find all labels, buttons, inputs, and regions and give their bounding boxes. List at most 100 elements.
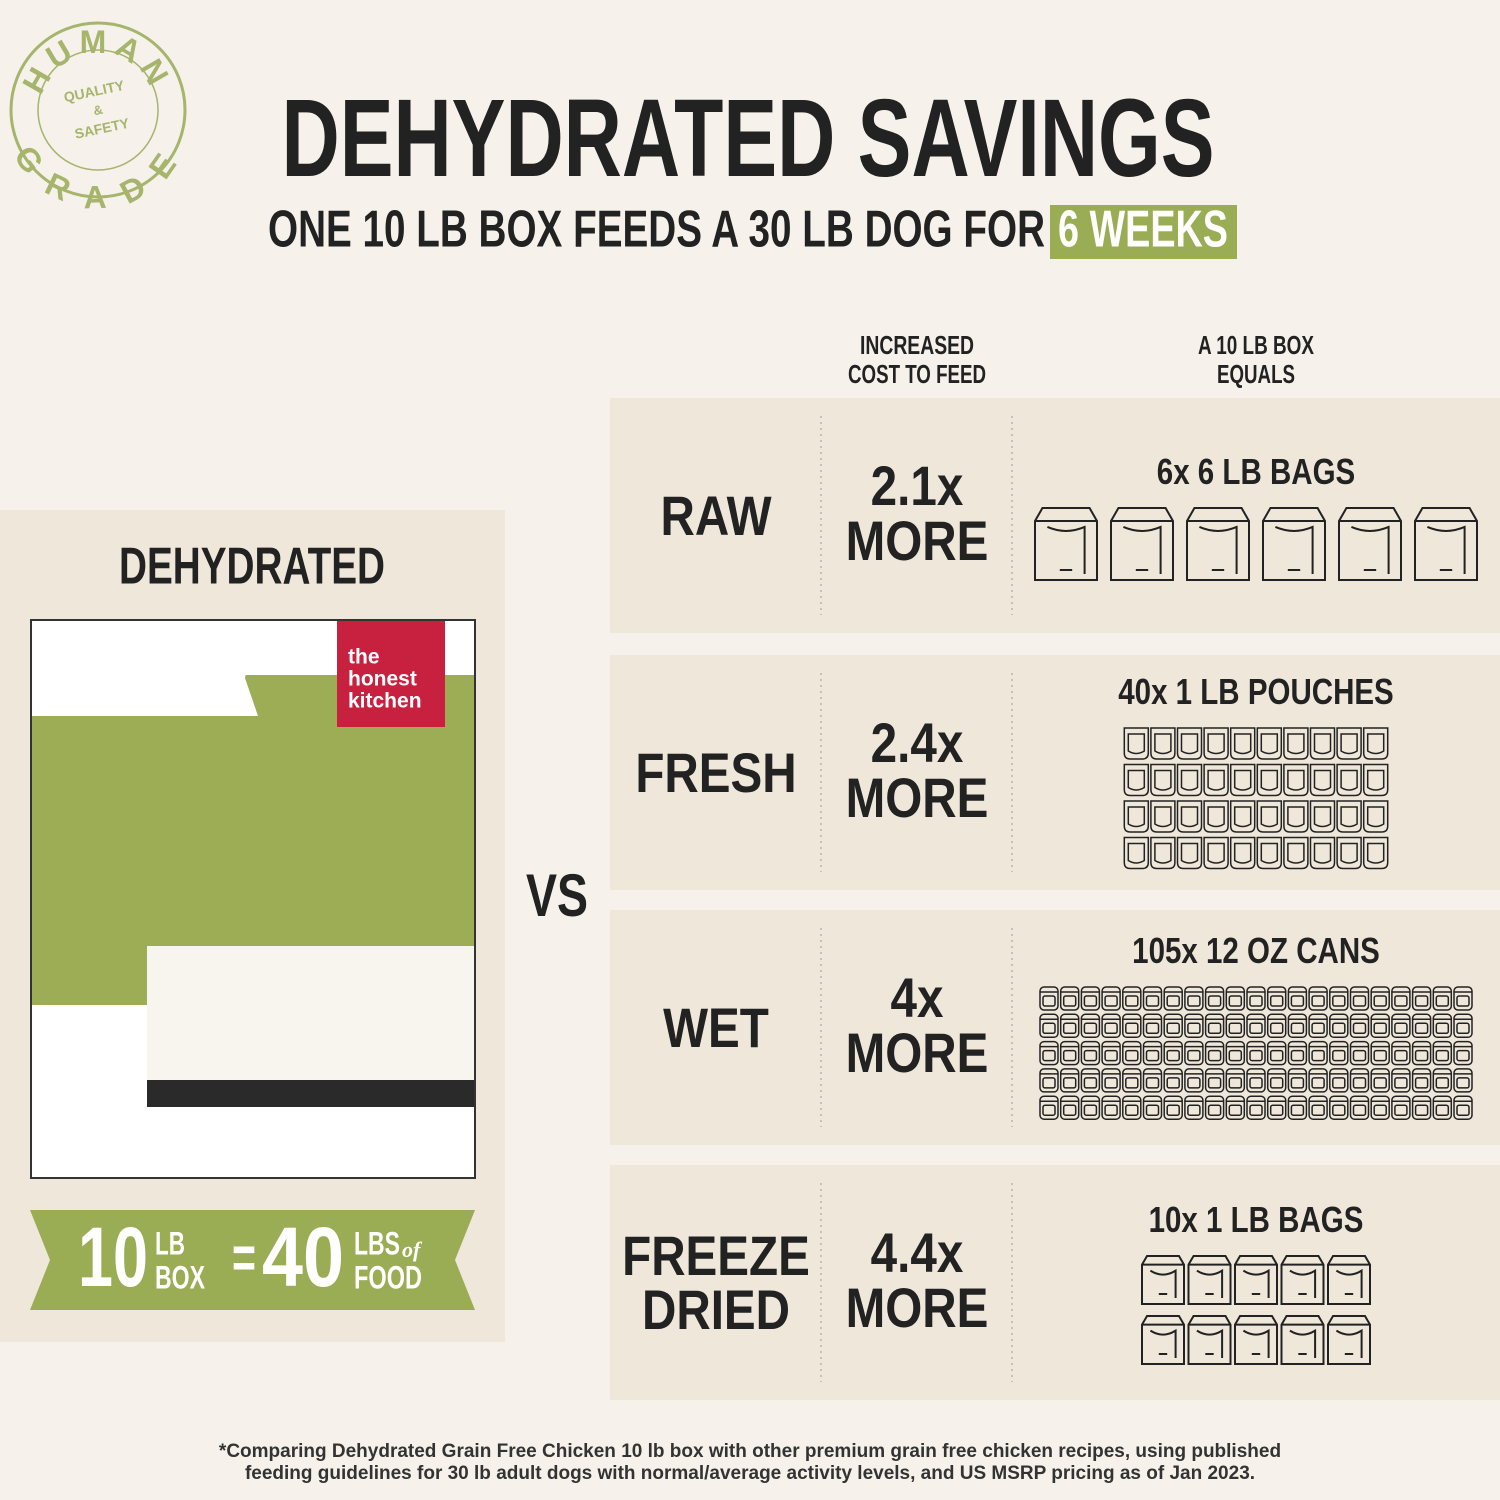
can-icon <box>1453 1095 1473 1120</box>
can-icon <box>1329 1013 1349 1039</box>
can-icon <box>1163 1068 1183 1093</box>
can-icon <box>1184 1095 1204 1120</box>
can-label <box>1125 995 1139 1007</box>
pouch-window <box>1207 806 1225 828</box>
can-label <box>1249 1049 1263 1062</box>
cost-value: 4.4x <box>871 1222 964 1284</box>
stamp-ring <box>37 49 159 171</box>
can-icon <box>1163 986 1183 1011</box>
can-icon <box>1122 1040 1142 1066</box>
pouch-window <box>1313 769 1332 791</box>
can-label <box>1332 1077 1346 1089</box>
pouch-window <box>1366 733 1385 755</box>
subtitle: ONE 10 LB BOX FEEDS A 30 LB DOG FOR <box>268 201 1045 259</box>
pouch-window <box>1154 842 1172 864</box>
can-icon <box>1349 1095 1370 1120</box>
can-icon <box>1204 1013 1225 1039</box>
can-label <box>1290 1077 1305 1089</box>
can-label <box>1394 1077 1408 1089</box>
can-icon <box>1122 1068 1142 1093</box>
vs-label: VS <box>526 862 588 929</box>
can-label <box>1435 1104 1450 1116</box>
can-icon <box>1287 1040 1308 1066</box>
can-icon <box>1370 1040 1390 1066</box>
can-label <box>1145 1104 1160 1116</box>
can-label <box>1352 1104 1367 1116</box>
stamp-line: & <box>92 102 104 119</box>
can-icon <box>1329 986 1349 1011</box>
can-label <box>1187 1049 1201 1062</box>
bag-window <box>1351 525 1390 574</box>
can-icon <box>1287 1013 1308 1039</box>
title: DEHYDRATED SAVINGS <box>282 77 1215 200</box>
row-name: WET <box>663 997 769 1059</box>
can-icon <box>1349 1068 1370 1093</box>
pouch-window <box>1340 806 1358 828</box>
can-icon <box>1391 1068 1411 1093</box>
pouch-icon <box>1283 763 1309 797</box>
can-label <box>1207 1104 1222 1116</box>
pouch-icon <box>1123 800 1150 833</box>
can-icon <box>1391 1040 1411 1066</box>
can-icon <box>1225 1040 1246 1066</box>
can-icon <box>1411 1068 1432 1093</box>
pouch-icon <box>1283 727 1309 760</box>
pouch-icon <box>1336 763 1362 797</box>
can-label <box>1145 995 1160 1007</box>
can-icon <box>1329 1095 1349 1120</box>
can-label <box>1311 1077 1325 1089</box>
can-label <box>1249 1077 1263 1089</box>
can-label <box>1083 1104 1098 1116</box>
pouch-window <box>1207 733 1225 755</box>
bag-window <box>1196 1268 1224 1298</box>
can-icon <box>1101 1040 1121 1066</box>
can-icon <box>1122 1013 1142 1039</box>
pouch-window <box>1233 806 1252 828</box>
can-label <box>1042 995 1056 1007</box>
can-icon <box>1329 1040 1349 1066</box>
pouch-icon <box>1150 800 1176 833</box>
pouch-window <box>1127 842 1146 864</box>
pouch-window <box>1260 806 1279 828</box>
can-label <box>1062 1104 1077 1116</box>
can-label <box>1083 995 1098 1007</box>
can-label <box>1332 1022 1346 1035</box>
can-icon <box>1039 1013 1059 1039</box>
bag-window <box>1242 1328 1270 1358</box>
pouch-icon <box>1256 763 1283 797</box>
can-icon <box>1453 986 1473 1011</box>
can-icon <box>1287 1068 1308 1093</box>
pouch-window <box>1127 806 1146 828</box>
can-icon <box>1184 1040 1204 1066</box>
can-label <box>1125 1022 1139 1035</box>
can-label <box>1145 1077 1160 1089</box>
can-label <box>1083 1077 1098 1089</box>
can-icon <box>1122 1095 1142 1120</box>
column-header: INCREASED <box>860 330 974 360</box>
can-icon <box>1225 1013 1246 1039</box>
can-icon <box>1204 1095 1225 1120</box>
can-icon <box>1080 1068 1101 1093</box>
bag-window <box>1123 525 1162 574</box>
can-icon <box>1266 1040 1287 1066</box>
pouch-window <box>1340 769 1358 791</box>
can-label <box>1125 1077 1139 1089</box>
can-label <box>1249 995 1263 1007</box>
bag-window <box>1289 1268 1317 1298</box>
cost-more: MORE <box>846 767 989 829</box>
can-label <box>1456 1022 1470 1035</box>
pouch-icon <box>1229 763 1256 797</box>
brand-logo <box>337 621 445 727</box>
pouch-window <box>1287 806 1305 828</box>
can-label <box>1414 1049 1429 1062</box>
can-icon <box>1059 1095 1080 1120</box>
row-name: FRESH <box>635 742 796 804</box>
can-label <box>1311 995 1325 1007</box>
can-label <box>1166 1022 1180 1035</box>
can-icon <box>1266 1013 1287 1039</box>
can-label <box>1269 1104 1284 1116</box>
stamp-ring <box>9 21 187 199</box>
bag-window <box>1335 1328 1363 1358</box>
